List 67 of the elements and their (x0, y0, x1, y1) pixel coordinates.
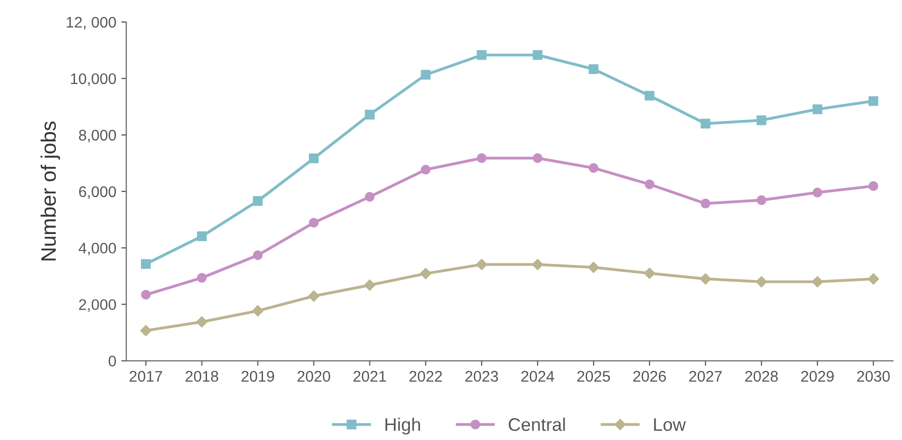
point (364, 192, 375, 202)
x-tick-label: 2025 (577, 370, 610, 382)
point (868, 273, 879, 285)
point (700, 198, 710, 208)
y-tick-label: 0 (108, 356, 116, 366)
x-tick-label: 2023 (465, 370, 498, 382)
point (812, 276, 824, 288)
x-tick-label: 2017 (130, 370, 162, 382)
x-tick-label: 2021 (354, 370, 386, 382)
point (420, 164, 431, 175)
x-tick-label: 2022 (409, 370, 442, 382)
point (364, 280, 376, 291)
point (476, 258, 488, 270)
point (252, 196, 263, 206)
x-tick-label: 2020 (298, 370, 330, 382)
x-tick-label: 2018 (186, 370, 218, 382)
point (756, 276, 768, 288)
legend-label: Low (654, 418, 686, 431)
point (532, 258, 544, 270)
point (308, 290, 320, 302)
x-tick-label: 2019 (242, 370, 274, 382)
point (308, 154, 319, 164)
point (532, 50, 542, 60)
point (588, 163, 598, 173)
point (588, 64, 598, 74)
point (756, 195, 766, 206)
point (196, 231, 207, 242)
point (812, 104, 822, 114)
point (252, 305, 264, 316)
point (420, 70, 431, 80)
y-tick-label: 4,000 (78, 242, 116, 256)
x-tick-label: 2024 (521, 370, 554, 382)
y-tick-label: 8,000 (78, 130, 116, 142)
x-tick-label: 2027 (689, 370, 722, 382)
point (644, 268, 656, 279)
point (476, 50, 487, 60)
point (141, 259, 151, 269)
x-tick-label: 2026 (633, 370, 666, 382)
point (252, 250, 263, 260)
point (868, 96, 878, 106)
point (756, 115, 766, 126)
point (140, 324, 152, 336)
point (644, 179, 654, 190)
x-tick-label: 2029 (801, 370, 834, 382)
legend-label: High (385, 418, 420, 435)
y-axis-title: Number of jobs (40, 122, 60, 260)
point (644, 90, 654, 101)
point (141, 290, 151, 300)
point (420, 268, 432, 280)
point (868, 181, 878, 191)
legend-label: Central (508, 418, 565, 431)
x-tick-label: 2030 (857, 370, 890, 382)
point (308, 218, 319, 228)
y-tick-label: 2,000 (79, 299, 116, 312)
y-tick-label: 12, 000 (66, 16, 116, 30)
point (364, 110, 375, 120)
point (196, 272, 207, 283)
point (476, 153, 487, 163)
point (700, 118, 710, 128)
point (812, 188, 822, 198)
point (700, 273, 712, 285)
point (588, 262, 600, 273)
point (532, 153, 542, 163)
point (196, 316, 208, 328)
x-tick-label: 2028 (745, 370, 778, 382)
y-tick-label: 6,000 (79, 186, 116, 199)
y-tick-label: 10,000 (71, 73, 116, 86)
